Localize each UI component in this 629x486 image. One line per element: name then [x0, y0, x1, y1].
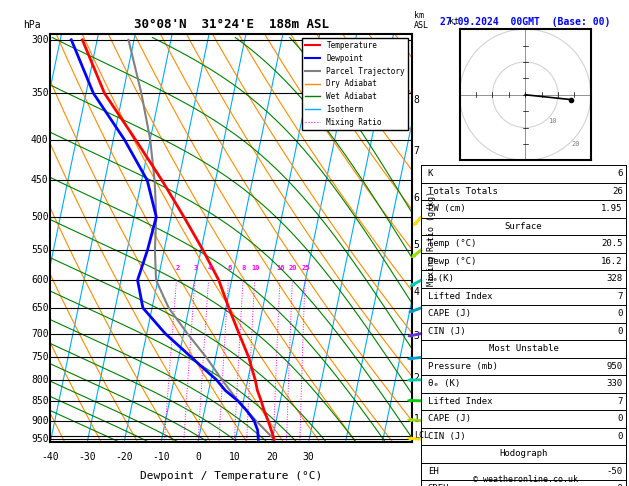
Text: Mixing Ratio (g/kg): Mixing Ratio (g/kg) [427, 191, 437, 286]
Text: 2: 2 [414, 373, 420, 382]
Text: 25: 25 [301, 265, 309, 271]
Text: 950: 950 [606, 362, 623, 371]
Text: Lifted Index: Lifted Index [428, 397, 493, 406]
Text: 2: 2 [175, 265, 179, 271]
Text: 6: 6 [414, 192, 420, 203]
Text: 330: 330 [606, 380, 623, 388]
Text: PW (cm): PW (cm) [428, 205, 465, 213]
Text: 6: 6 [617, 170, 623, 178]
Text: θₑ(K): θₑ(K) [428, 275, 455, 283]
Text: 10: 10 [229, 452, 241, 463]
Text: CAPE (J): CAPE (J) [428, 310, 470, 318]
Text: 8: 8 [242, 265, 246, 271]
Text: hPa: hPa [23, 20, 41, 30]
Text: 5: 5 [414, 241, 420, 250]
Text: CIN (J): CIN (J) [428, 327, 465, 336]
Text: 8: 8 [414, 95, 420, 105]
Text: 10: 10 [251, 265, 260, 271]
Text: 0: 0 [617, 327, 623, 336]
Text: 600: 600 [31, 275, 48, 285]
Text: 550: 550 [31, 245, 48, 255]
Text: Dewpoint / Temperature (°C): Dewpoint / Temperature (°C) [140, 471, 322, 481]
Text: 20: 20 [266, 452, 277, 463]
Text: K: K [428, 170, 433, 178]
Text: Lifted Index: Lifted Index [428, 292, 493, 301]
Text: 20: 20 [289, 265, 297, 271]
Text: 1.95: 1.95 [601, 205, 623, 213]
Text: 650: 650 [31, 303, 48, 313]
Text: θₑ (K): θₑ (K) [428, 380, 460, 388]
Text: Dewp (°C): Dewp (°C) [428, 257, 476, 266]
Legend: Temperature, Dewpoint, Parcel Trajectory, Dry Adiabat, Wet Adiabat, Isotherm, Mi: Temperature, Dewpoint, Parcel Trajectory… [302, 38, 408, 130]
Text: -50: -50 [606, 467, 623, 476]
Text: -0: -0 [612, 485, 623, 486]
Text: Hodograph: Hodograph [499, 450, 548, 458]
Text: 20.5: 20.5 [601, 240, 623, 248]
Text: 3: 3 [414, 331, 420, 341]
Text: 0: 0 [617, 432, 623, 441]
Text: 16: 16 [276, 265, 285, 271]
Text: 800: 800 [31, 375, 48, 385]
Text: 7: 7 [414, 146, 420, 156]
Text: 4: 4 [414, 287, 420, 297]
Text: -10: -10 [152, 452, 170, 463]
Text: -40: -40 [42, 452, 59, 463]
Text: -20: -20 [115, 452, 133, 463]
Text: 400: 400 [31, 135, 48, 144]
Text: 0: 0 [195, 452, 201, 463]
Text: © weatheronline.co.uk: © weatheronline.co.uk [473, 474, 577, 484]
Text: SREH: SREH [428, 485, 449, 486]
Text: Surface: Surface [505, 222, 542, 231]
Text: 26: 26 [612, 187, 623, 196]
Text: 4: 4 [207, 265, 211, 271]
Text: km
ASL: km ASL [414, 11, 429, 30]
Text: 0: 0 [617, 310, 623, 318]
Text: 20: 20 [572, 141, 580, 147]
Text: 950: 950 [31, 434, 48, 444]
Text: 700: 700 [31, 329, 48, 339]
Text: EH: EH [428, 467, 438, 476]
Text: 750: 750 [31, 352, 48, 363]
Text: Most Unstable: Most Unstable [489, 345, 559, 353]
Text: 500: 500 [31, 212, 48, 222]
Text: 450: 450 [31, 175, 48, 185]
Text: 350: 350 [31, 88, 48, 98]
Text: Temp (°C): Temp (°C) [428, 240, 476, 248]
Text: 7: 7 [617, 292, 623, 301]
Text: CIN (J): CIN (J) [428, 432, 465, 441]
Text: kt: kt [449, 17, 459, 26]
Text: -30: -30 [79, 452, 96, 463]
Text: LCL: LCL [414, 431, 429, 440]
Text: 10: 10 [548, 118, 557, 124]
Text: 328: 328 [606, 275, 623, 283]
Text: 6: 6 [227, 265, 231, 271]
Text: 1: 1 [414, 414, 420, 424]
Title: 30°08'N  31°24'E  188m ASL: 30°08'N 31°24'E 188m ASL [133, 18, 329, 32]
Text: 3: 3 [194, 265, 198, 271]
Text: Pressure (mb): Pressure (mb) [428, 362, 498, 371]
Text: 7: 7 [617, 397, 623, 406]
Text: 850: 850 [31, 396, 48, 406]
Text: CAPE (J): CAPE (J) [428, 415, 470, 423]
Text: 300: 300 [31, 35, 48, 45]
Text: 900: 900 [31, 416, 48, 426]
Text: 27.09.2024  00GMT  (Base: 00): 27.09.2024 00GMT (Base: 00) [440, 17, 610, 27]
Text: Totals Totals: Totals Totals [428, 187, 498, 196]
Text: 30: 30 [303, 452, 314, 463]
Text: 0: 0 [617, 415, 623, 423]
Text: 16.2: 16.2 [601, 257, 623, 266]
